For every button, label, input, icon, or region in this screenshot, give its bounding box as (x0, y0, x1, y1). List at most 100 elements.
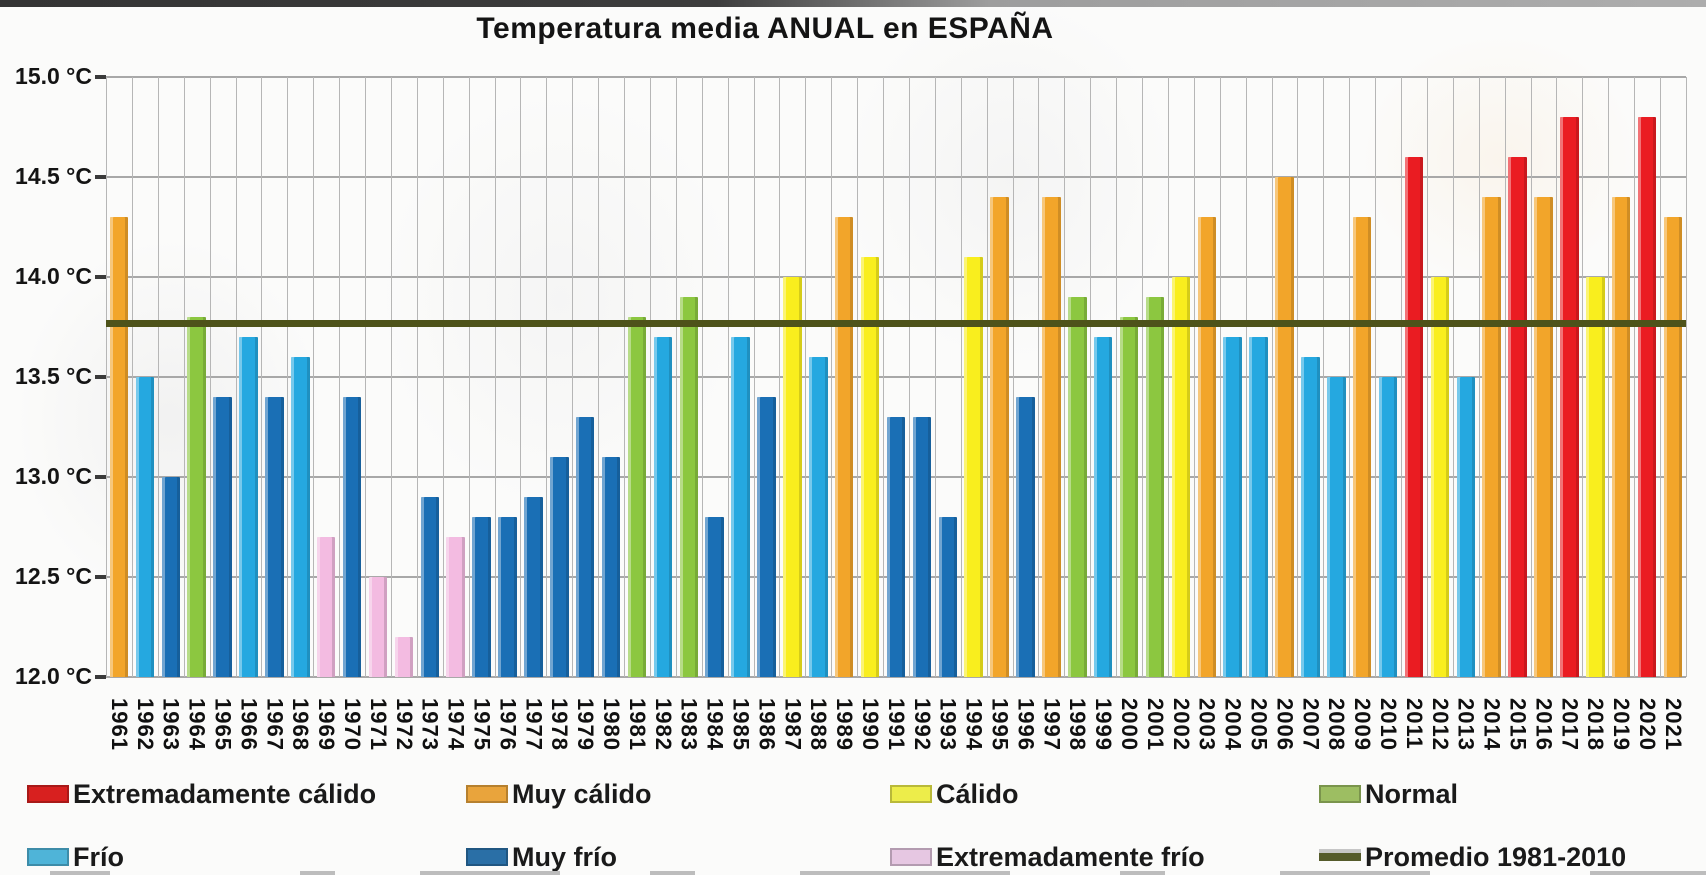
x-axis-label-1986: 1986 (754, 697, 780, 751)
chart-title: Temperatura media ANUAL en ESPAÑA (476, 12, 1054, 45)
gridline-vertical (753, 77, 755, 677)
gridline-vertical (546, 77, 548, 677)
bar-2012 (1430, 277, 1450, 677)
bar-1998 (1068, 297, 1087, 677)
x-axis-label-1983: 1983 (676, 697, 702, 751)
gridline-vertical (183, 77, 185, 677)
legend-label-calido: Cálido (936, 778, 1019, 809)
gridline-vertical (1426, 77, 1428, 677)
bar-2020 (1637, 117, 1657, 677)
gridline-vertical (1142, 77, 1143, 677)
gridline-vertical (727, 77, 729, 677)
bar-2014 (1482, 197, 1501, 677)
x-axis-label-2005: 2005 (1246, 697, 1272, 751)
bar-1961 (109, 217, 129, 677)
gridline-vertical (986, 77, 988, 677)
gridline-vertical (701, 77, 703, 677)
x-axis-label-2007: 2007 (1298, 697, 1324, 751)
x-axis-label-1974: 1974 (443, 697, 469, 751)
x-axis-label-1967: 1967 (262, 697, 288, 751)
x-axis-label-1976: 1976 (495, 697, 521, 751)
bar-1971 (368, 577, 388, 677)
bar-2021 (1663, 217, 1683, 677)
x-axis-label-2004: 2004 (1220, 697, 1246, 751)
artifact (650, 871, 695, 875)
gridline-vertical (209, 77, 211, 677)
artifact (1280, 871, 1430, 875)
gridline-horizontal (106, 176, 1686, 178)
legend-label-muy_frio: Muy frío (512, 841, 617, 872)
x-axis-label-2010: 2010 (1375, 697, 1401, 751)
gridline-vertical (1660, 77, 1661, 677)
gridline-vertical (520, 77, 522, 677)
x-axis-label-2014: 2014 (1479, 697, 1505, 751)
gridline-vertical (883, 77, 884, 677)
reference-line-promedio (106, 319, 1686, 327)
x-axis-label-2017: 2017 (1557, 697, 1583, 751)
bar-2001 (1145, 297, 1165, 677)
gridline-vertical (339, 77, 341, 677)
bar-2013 (1456, 377, 1475, 677)
bar-1962 (135, 377, 155, 677)
x-axis-label-2002: 2002 (1168, 697, 1194, 751)
x-axis-label-1988: 1988 (806, 697, 832, 751)
x-axis-label-1999: 1999 (1091, 697, 1117, 751)
legend-label-frio: Frío (73, 841, 124, 872)
bar-1985 (731, 337, 750, 677)
bar-1997 (1042, 197, 1061, 677)
bar-1996 (1016, 397, 1035, 677)
x-axis-label-1964: 1964 (184, 697, 210, 751)
bar-1994 (964, 257, 983, 677)
gridline-vertical (442, 77, 444, 677)
gridline-vertical (675, 77, 677, 677)
legend-swatch-frio (27, 848, 69, 866)
gridline-vertical (1556, 77, 1558, 677)
y-axis-label: 12.0 °C (15, 663, 92, 689)
gridline-vertical (1038, 77, 1040, 677)
bar-1991 (886, 417, 906, 677)
x-axis-label-1973: 1973 (417, 697, 443, 751)
x-axis-label-1998: 1998 (1065, 697, 1091, 751)
y-axis-tick (95, 675, 106, 679)
x-axis-label-1969: 1969 (314, 697, 340, 751)
x-axis-label-1992: 1992 (909, 697, 935, 751)
x-axis-label-1993: 1993 (935, 697, 961, 751)
gridline-vertical (106, 77, 107, 677)
legend-label-extremadamente_frio: Extremadamente frío (936, 841, 1205, 872)
legend-item-frio: Frío (27, 842, 124, 872)
gridline-horizontal (106, 276, 1686, 278)
gridline-vertical (287, 77, 289, 677)
bar-1981 (627, 317, 647, 677)
x-axis-label-1990: 1990 (857, 697, 883, 751)
legend-item-calido: Cálido (890, 779, 1019, 809)
gridline-vertical (157, 77, 159, 677)
x-axis-label-1963: 1963 (158, 697, 184, 751)
bar-1966 (239, 337, 258, 677)
bar-2000 (1119, 317, 1139, 677)
x-axis-label-1975: 1975 (469, 697, 495, 751)
bar-1970 (342, 397, 362, 677)
gridline-vertical (857, 77, 859, 677)
x-axis-label-1981: 1981 (624, 697, 650, 751)
x-axis-label-1972: 1972 (391, 697, 417, 751)
gridline-vertical (649, 77, 651, 677)
legend-item-muy_frio: Muy frío (466, 842, 617, 872)
gridline-vertical (365, 77, 366, 677)
y-axis-tick (95, 475, 106, 479)
legend-item-muy_calido: Muy cálido (466, 779, 652, 809)
x-axis-label-1994: 1994 (961, 697, 987, 751)
bar-1974 (446, 537, 465, 677)
y-axis-label: 13.5 °C (15, 363, 92, 389)
bar-1992 (912, 417, 932, 677)
gridline-vertical (1219, 77, 1221, 677)
x-axis-label-1997: 1997 (1039, 697, 1065, 751)
gridline-vertical (1323, 77, 1325, 677)
x-axis-label-1965: 1965 (210, 697, 236, 751)
legend-item-promedio: Promedio 1981-2010 (1319, 842, 1626, 872)
legend-swatch-extremadamente_frio (890, 848, 932, 866)
bar-2010 (1378, 377, 1398, 677)
x-axis-label-1962: 1962 (132, 697, 158, 751)
gridline-vertical (1504, 77, 1506, 677)
bar-1972 (394, 637, 414, 677)
y-axis-label: 14.5 °C (15, 163, 92, 189)
